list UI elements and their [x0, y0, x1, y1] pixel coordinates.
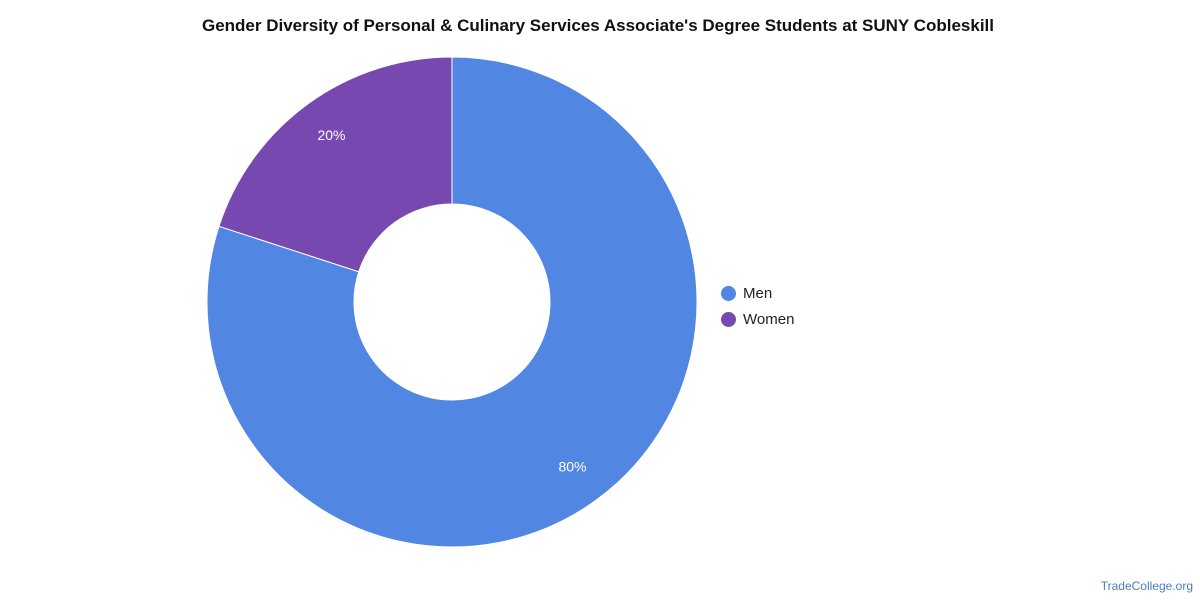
legend-swatch-women — [721, 311, 736, 327]
legend-label-women: Women — [743, 310, 795, 328]
chart-legend: Men Women — [721, 280, 794, 332]
legend-label-men: Men — [743, 284, 773, 302]
data-label-women: 20% — [317, 127, 345, 143]
donut-slice-men[interactable] — [206, 56, 698, 548]
legend-swatch-men — [721, 285, 736, 301]
data-label-men: 80% — [558, 459, 586, 475]
legend-item-women[interactable]: Women — [721, 306, 794, 332]
chart-title: Gender Diversity of Personal & Culinary … — [201, 16, 994, 35]
legend-item-men[interactable]: Men — [721, 280, 794, 306]
donut-slice-women[interactable] — [218, 56, 453, 273]
watermark-link[interactable]: TradeCollege.org — [1100, 579, 1193, 593]
